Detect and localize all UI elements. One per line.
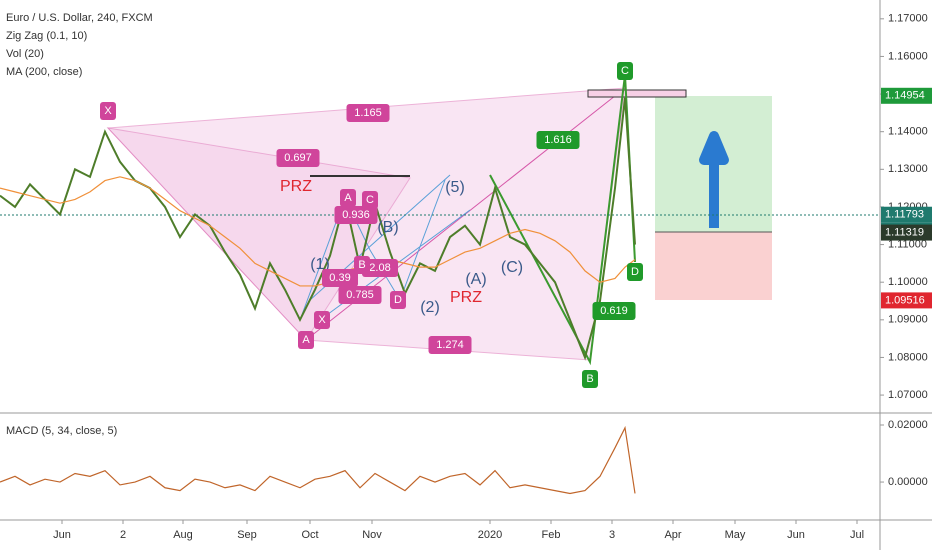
annotation: A (344, 192, 352, 204)
annotation-box (298, 331, 314, 349)
y-tick-label: 1.09000 (888, 314, 928, 326)
annotation: D (631, 266, 639, 278)
annotation: (2) (420, 299, 440, 316)
annotation: 0.697 (284, 152, 312, 164)
annotation: 0.619 (600, 305, 628, 317)
x-tick-label: Feb (542, 529, 561, 541)
annotation-box (627, 263, 643, 281)
annotation: 1.165 (354, 107, 382, 119)
prz-box (587, 89, 687, 98)
price-tag-label: 1.11793 (885, 209, 924, 221)
y-tick-label: 1.07000 (888, 389, 928, 401)
x-tick-label: Jun (53, 529, 71, 541)
y-tick-label: 0.02000 (888, 419, 928, 431)
annotation: X (318, 314, 326, 326)
indicator: MA (200, close) (6, 66, 82, 78)
macd-line (0, 425, 636, 495)
up-arrow (699, 131, 729, 228)
annotation: 0.936 (342, 209, 370, 221)
annotation: C (621, 65, 629, 77)
price-tag (881, 224, 932, 241)
annotation-box (334, 206, 378, 224)
price-tag-label: 1.09516 (885, 294, 925, 306)
y-tick-label: 0.00000 (888, 476, 928, 488)
annotation: 1.274 (436, 339, 464, 351)
annotation: B (586, 373, 593, 385)
x-tick-label: Oct (301, 529, 318, 541)
x-tick-label: Aug (173, 529, 193, 541)
annotation-box (536, 131, 580, 149)
annotation-box (346, 104, 390, 122)
annotation-box (314, 311, 330, 329)
loss-zone (655, 232, 772, 300)
y-tick-label: 1.08000 (888, 351, 928, 363)
annotation: C (366, 194, 374, 206)
y-tick-label: 1.13000 (888, 163, 928, 175)
price-tag-label: 1.11319 (885, 226, 924, 238)
annotation: (C) (501, 259, 523, 276)
x-tick-label: Sep (237, 529, 257, 541)
price-tag (881, 87, 932, 104)
annotation: 0.39 (329, 272, 350, 284)
annotation-box (592, 302, 636, 320)
annotation-box (340, 189, 356, 207)
x-tick-label: Jul (850, 529, 864, 541)
annotation: (A) (465, 271, 486, 288)
annotation: (5) (445, 179, 465, 196)
channel (299, 179, 446, 321)
annotation-box (354, 256, 370, 274)
x-tick-label: Apr (664, 529, 681, 541)
y-tick-label: 1.10000 (888, 276, 928, 288)
annotation: 1.616 (544, 134, 572, 146)
annotation-box (338, 286, 382, 304)
indicator: Zig Zag (0.1, 10) (6, 30, 87, 42)
annotation-box (617, 62, 633, 80)
annotation: PRZ (450, 289, 482, 306)
annotation-box (428, 336, 472, 354)
indicator: Vol (20) (6, 48, 44, 60)
price-tag-label: 1.14954 (885, 90, 925, 102)
annotation: 0.785 (346, 289, 374, 301)
annotation: D (394, 294, 402, 306)
x-tick-label: Jun (787, 529, 805, 541)
annotation: A (302, 334, 310, 346)
annotation: X (104, 105, 112, 117)
annotation: 2.08 (369, 262, 390, 274)
x-tick-label: 3 (609, 529, 615, 541)
y-tick-label: 1.17000 (888, 13, 928, 25)
y-tick-label: 1.14000 (888, 126, 928, 138)
x-tick-label: Nov (362, 529, 382, 541)
x-tick-label: May (725, 529, 746, 541)
x-tick-label: 2 (120, 529, 126, 541)
annotation-box (276, 149, 320, 167)
x-tick-label: 2020 (478, 529, 502, 541)
annotation-box (390, 291, 406, 309)
annotation: (B) (377, 219, 398, 236)
annotation-box (362, 259, 398, 277)
y-tick-label: 1.16000 (888, 50, 928, 62)
macd-title: MACD (5, 34, close, 5) (6, 425, 117, 437)
price-tag (881, 206, 932, 223)
annotation-box (362, 191, 378, 209)
y-tick-label: 1.11000 (888, 238, 927, 250)
annotation: B (358, 259, 365, 271)
annotation-box (322, 269, 358, 287)
annotation-box (582, 370, 598, 388)
annotation: PRZ (280, 178, 312, 195)
price-tag (881, 292, 932, 309)
annotation-box (100, 102, 116, 120)
annotation: (1) (310, 256, 330, 273)
title: Euro / U.S. Dollar, 240, FXCM (6, 12, 153, 24)
